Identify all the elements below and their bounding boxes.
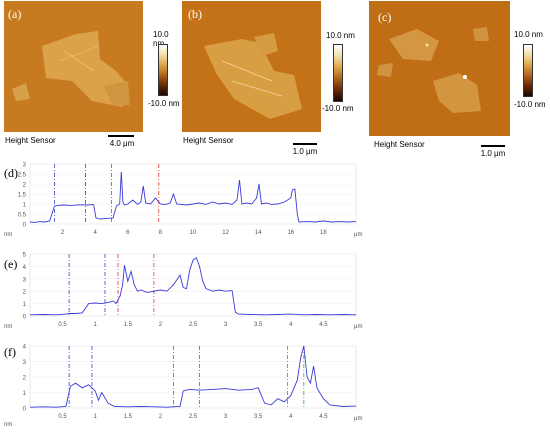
x-tick-label: 1.5 <box>124 322 133 328</box>
x-tick-label: 0.5 <box>58 414 67 420</box>
y-tick-label: 0 <box>23 407 27 413</box>
panel-tag-a: (a) <box>8 7 22 21</box>
panel-tag-b: (b) <box>188 7 202 21</box>
afm-image-a <box>4 1 143 132</box>
x-tick-label: 2 <box>159 322 163 328</box>
profile-tag-e: (e) <box>4 257 18 271</box>
y-axis-unit: nm <box>4 422 12 428</box>
x-tick-label: 4.5 <box>319 322 328 328</box>
y-tick-label: 1 <box>23 302 27 308</box>
flake <box>12 83 30 101</box>
x-tick-label: 8 <box>159 230 163 236</box>
profile-line <box>29 171 357 223</box>
scale-bar-c <box>481 145 505 147</box>
x-tick-label: 3 <box>224 414 228 420</box>
colorbar-min-b: -10.0 nm <box>322 104 354 113</box>
y-tick-label: 3 <box>23 360 27 366</box>
afm-image-c <box>369 1 510 136</box>
afm-image-b <box>182 1 321 132</box>
x-tick-label: 4 <box>94 230 98 236</box>
y-tick-label: 4 <box>23 345 27 351</box>
y-tick-label: 0 <box>23 315 27 321</box>
y-tick-label: 1 <box>23 391 27 397</box>
scale-bar-b <box>293 143 317 145</box>
y-tick-label: 2.5 <box>18 173 27 179</box>
x-tick-label: 4 <box>289 414 293 420</box>
x-axis-unit: μm <box>354 324 362 330</box>
colorbar-a <box>158 44 168 96</box>
x-tick-label: 3.5 <box>254 414 263 420</box>
afm-panel-a: (a) Height Sensor 4.0 μm 10.0 nm -10.0 n… <box>0 0 180 160</box>
flake <box>377 63 393 77</box>
scale-label-b: 1.0 μm <box>292 147 318 156</box>
height-profile-f: 0 1 2 3 4 0.5 1 1.5 2 2.5 3 3.5 4 4.5 nm μm <box>4 345 362 429</box>
x-tick-label: 3 <box>224 322 228 328</box>
y-tick-label: 3 <box>23 163 27 169</box>
profile-tag-d: (d) <box>4 166 18 180</box>
y-axis-unit: nm <box>4 232 12 238</box>
x-axis-unit: μm <box>354 232 362 238</box>
x-tick-label: 16 <box>287 230 294 236</box>
y-tick-label: 1.5 <box>18 193 27 199</box>
x-tick-label: 4 <box>289 322 293 328</box>
x-tick-label: 2.5 <box>189 322 198 328</box>
scale-label-c: 1.0 μm <box>480 149 506 158</box>
x-tick-label: 1 <box>94 322 98 328</box>
x-tick-label: 3.5 <box>254 322 263 328</box>
afm-panel-c: (c) Height Sensor 1.0 μm 10.0 nm -10.0 n… <box>368 0 550 160</box>
y-tick-label: 2 <box>23 290 27 296</box>
afm-panel-b: (b) Height Sensor 1.0 μm 10.0 nm -10.0 n… <box>180 0 370 160</box>
scale-bar-a <box>108 135 134 137</box>
x-tick-label: 2 <box>61 230 65 236</box>
colorbar-b <box>333 44 343 102</box>
panel-tag-c: (c) <box>378 10 392 24</box>
x-tick-label: 1.5 <box>124 414 133 420</box>
x-tick-label: 2 <box>159 414 163 420</box>
colorbar-min-a: -10.0 nm <box>148 99 180 108</box>
flake <box>433 73 481 113</box>
x-tick-label: 12 <box>222 230 229 236</box>
height-sensor-caption-c: Height Sensor <box>374 140 425 149</box>
y-tick-label: 1 <box>23 203 27 209</box>
colorbar-c <box>523 44 533 97</box>
colorbar-max-a: 10.0 nm <box>153 30 169 48</box>
scale-label-a: 4.0 μm <box>109 139 135 148</box>
x-axis-unit: μm <box>354 416 362 422</box>
flake <box>473 27 489 41</box>
height-sensor-caption-b: Height Sensor <box>183 136 234 145</box>
flake <box>389 29 439 61</box>
y-tick-label: 0 <box>23 223 27 229</box>
height-sensor-caption-a: Height Sensor <box>5 136 56 145</box>
profile-tag-f: (f) <box>4 345 16 359</box>
y-tick-label: 3 <box>23 277 27 283</box>
y-tick-label: 2 <box>23 376 27 382</box>
colorbar-max-b: 10.0 nm <box>326 31 355 40</box>
y-tick-label: 5 <box>23 253 27 259</box>
x-tick-label: 6 <box>126 230 130 236</box>
x-tick-label: 10 <box>190 230 197 236</box>
flake <box>204 39 302 119</box>
flake <box>254 33 278 56</box>
profile-line <box>29 256 357 316</box>
x-tick-label: 0.5 <box>58 322 67 328</box>
profile-line <box>29 345 357 408</box>
plot-frame <box>29 253 357 317</box>
x-tick-label: 2.5 <box>189 414 198 420</box>
colorbar-max-c: 10.0 nm <box>514 30 543 39</box>
x-tick-label: 4.5 <box>319 414 328 420</box>
y-tick-label: 2 <box>23 183 27 189</box>
afm-bg <box>369 1 510 136</box>
flake <box>104 81 130 105</box>
x-tick-label: 18 <box>320 230 327 236</box>
height-profile-d: 0 0.5 1 1.5 2 2.5 3 2 4 6 8 10 12 14 16 18 nm μm <box>4 163 362 239</box>
colorbar-min-c: -10.0 nm <box>514 100 546 109</box>
x-tick-label: 14 <box>255 230 262 236</box>
y-tick-label: 0.5 <box>18 213 27 219</box>
x-tick-label: 1 <box>94 414 98 420</box>
height-profile-e: 0 1 2 3 4 5 0.5 1 1.5 2 2.5 3 3.5 4 4.5 nm μm <box>4 253 362 331</box>
y-tick-label: 4 <box>23 265 27 271</box>
y-axis-unit: nm <box>4 324 12 330</box>
